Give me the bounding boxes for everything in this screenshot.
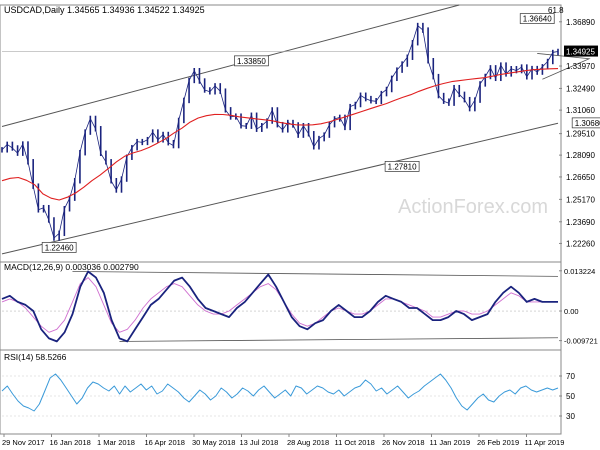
main-y-tick-label: 1.25170 (566, 195, 595, 204)
x-tick-label: 11 Jan 2019 (430, 438, 471, 447)
last-price-badge (564, 45, 598, 57)
main-y-tick-label: 1.36890 (566, 18, 595, 27)
pivot-label-box (571, 117, 600, 129)
macd-y-tick-label: 0.00 (564, 307, 579, 316)
pivot-label: 1.30680 (575, 119, 600, 128)
last-price-label: 1.34925 (566, 48, 595, 57)
rsi-y-tick-label: 70 (566, 372, 575, 381)
pivot-label: 1.36640 (523, 15, 552, 24)
x-tick-label: 26 Nov 2018 (382, 438, 425, 447)
x-tick-label: 11 Oct 2018 (335, 438, 375, 447)
rsi-panel (0, 349, 562, 435)
x-tick-label: 16 Jan 2018 (50, 438, 91, 447)
macd-upper-trendline (72, 271, 559, 277)
main-marks: 1.22460 1.33850 1.27810 1.36640 1.30680 (1, 4, 600, 255)
channel-lower-line (1, 122, 559, 255)
main-y-tick-label: 1.22260 (566, 239, 595, 248)
macd-header: MACD(12,26,9) 0.003036 0.002790 (4, 262, 139, 272)
price-line (1, 25, 559, 239)
channel-upper-line (1, 4, 460, 127)
rsi-line (1, 373, 559, 412)
axis-marks: 1.36890 1.33970 1.32490 1.31060 1.29510 1.280… (2, 18, 598, 447)
pivot-label: 1.33850 (237, 57, 266, 66)
macd-lower-trendline (119, 337, 559, 342)
x-tick-label: 29 Nov 2017 (2, 438, 45, 447)
main-y-tick-label: 1.23690 (566, 218, 595, 227)
main-y-tick-label: 1.32490 (566, 84, 595, 93)
macd-y-tick-label: -0.009721 (564, 337, 598, 346)
pivot-label-box (384, 161, 420, 172)
x-tick-label: 26 Feb 2019 (477, 438, 519, 447)
macd-y-tick-label: 0.013224 (564, 267, 595, 276)
x-tick-label: 13 Jul 2018 (240, 438, 279, 447)
pivot-label: 1.22460 (45, 243, 74, 252)
rsi-header: RSI(14) 58.5266 (4, 352, 67, 362)
main-y-tick-label: 1.28090 (566, 151, 595, 160)
pivot-label-box (519, 13, 555, 24)
rsi-y-tick-label: 50 (566, 392, 575, 401)
rsi-marks (1, 373, 559, 417)
x-tick-label: 28 Aug 2018 (287, 438, 329, 447)
x-tick-label: 30 May 2018 (192, 438, 235, 447)
main-header: USDCAD,Daily 1.34565 1.34936 1.34522 1.3… (4, 5, 205, 15)
macd-line (1, 270, 558, 343)
rsi-y-tick-label: 30 (566, 412, 575, 421)
main-y-tick-label: 1.26650 (566, 173, 595, 182)
macd-marks (1, 270, 559, 343)
x-tick-label: 11 Apr 2019 (525, 438, 565, 447)
pivot-label-box (234, 55, 269, 67)
watermark: ActionForex.com (398, 196, 548, 218)
main-y-tick-label: 1.33970 (566, 62, 595, 71)
x-tick-label: 16 Apr 2018 (145, 438, 185, 447)
triangle-pattern (537, 53, 591, 80)
pivot-label-box (41, 242, 77, 253)
main-y-tick-label: 1.31060 (566, 106, 595, 115)
main-y-tick-label: 1.29510 (566, 130, 595, 139)
x-tick-label: 1 Mar 2018 (97, 438, 135, 447)
moving-average-line (1, 68, 559, 201)
pivot-label: 1.27810 (388, 162, 417, 171)
top-right-label: 61.8 (548, 6, 564, 15)
